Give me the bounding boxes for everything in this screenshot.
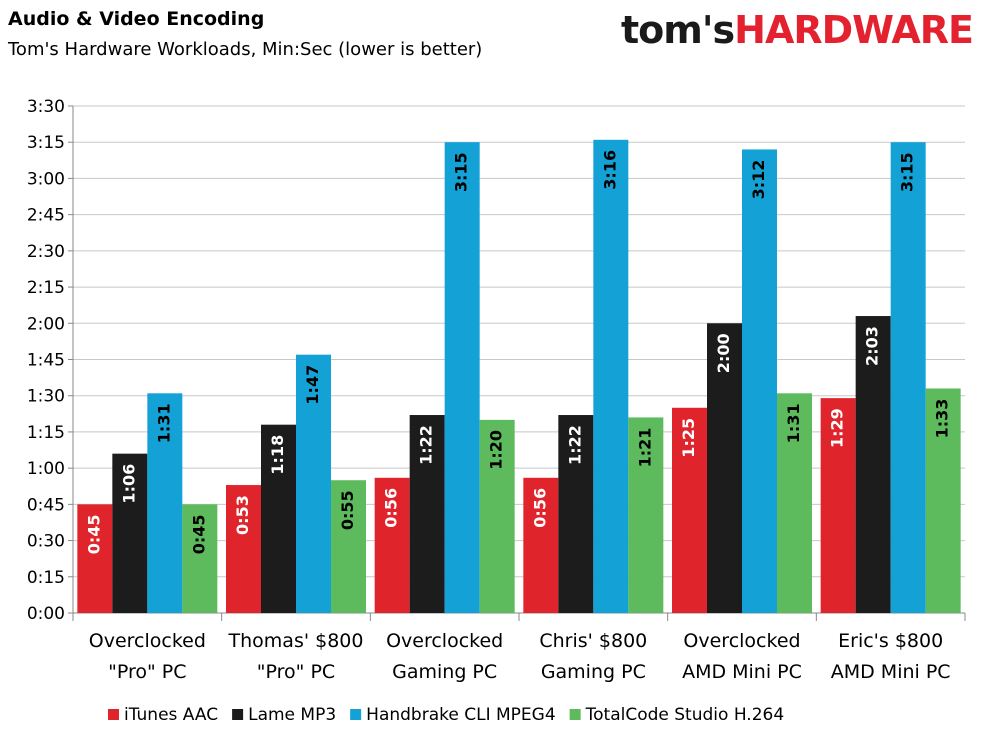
data-label: 2:03 <box>863 326 882 366</box>
x-tick-label: Gaming PC <box>392 661 497 683</box>
y-tick-label: 2:15 <box>27 278 65 298</box>
bar <box>77 504 113 613</box>
y-tick-label: 2:45 <box>27 206 65 226</box>
bar <box>147 393 183 613</box>
x-tick-label: Chris' $800 <box>539 630 647 652</box>
x-tick-label: AMD Mini PC <box>831 661 951 683</box>
y-tick-label: 3:15 <box>27 133 65 153</box>
legend-label: iTunes AAC <box>124 705 218 725</box>
legend-label: TotalCode Studio H.264 <box>585 705 785 725</box>
data-label: 1:31 <box>154 403 173 443</box>
y-tick-label: 1:30 <box>27 387 65 407</box>
y-tick-label: 0:45 <box>27 495 65 515</box>
y-tick-label: 2:00 <box>27 314 65 334</box>
data-label: 1:22 <box>565 425 584 465</box>
data-label: 3:15 <box>452 152 471 192</box>
bar <box>261 424 296 613</box>
data-label: 0:56 <box>530 488 549 528</box>
chart-title: Audio & Video Encoding <box>8 8 265 30</box>
bar <box>296 354 331 613</box>
x-tick-label: Overclocked <box>386 630 503 652</box>
y-tick-label: 1:15 <box>27 423 65 443</box>
bar <box>707 323 742 613</box>
data-label: 0:55 <box>338 490 357 530</box>
data-label: 3:15 <box>898 152 917 192</box>
data-label: 2:00 <box>714 333 733 373</box>
brand-logo-part1: tom's <box>621 8 735 52</box>
data-label: 1:33 <box>933 399 952 439</box>
x-tick-label: Eric's $800 <box>838 630 943 652</box>
y-tick-label: 3:30 <box>27 97 65 117</box>
data-label: 1:18 <box>268 435 287 475</box>
bar <box>890 142 926 613</box>
bar <box>742 149 777 613</box>
x-tick-label: Overclocked <box>89 630 206 652</box>
bar <box>112 453 148 613</box>
bar <box>182 504 218 613</box>
data-label: 1:25 <box>679 418 698 458</box>
y-tick-label: 2:30 <box>27 242 65 262</box>
data-label: 0:56 <box>382 488 401 528</box>
x-tick-label: Gaming PC <box>541 661 646 683</box>
x-tick-label: Thomas' $800 <box>228 630 364 652</box>
chart-subtitle: Tom's Hardware Workloads, Min:Sec (lower… <box>8 39 483 60</box>
data-label: 1:31 <box>784 403 803 443</box>
brand-logo: tom'sHARDWARE <box>621 8 974 52</box>
bar <box>409 415 445 613</box>
data-label: 1:20 <box>487 430 506 470</box>
y-tick-label: 0:15 <box>27 568 65 588</box>
bar <box>855 316 891 613</box>
bar <box>444 142 480 613</box>
legend-label: Lame MP3 <box>248 705 336 725</box>
data-label: 1:06 <box>119 464 138 504</box>
bar <box>226 485 261 613</box>
legend-swatch <box>108 709 119 720</box>
x-tick-label: "Pro" PC <box>257 661 335 683</box>
y-tick-label: 0:00 <box>27 604 65 624</box>
y-tick-label: 1:00 <box>27 459 65 479</box>
bar <box>593 139 629 614</box>
data-label: 0:45 <box>84 514 103 554</box>
bar <box>558 415 594 613</box>
legend-label: Handbrake CLI MPEG4 <box>366 705 555 725</box>
bar <box>331 480 366 613</box>
legend-swatch <box>350 709 362 720</box>
data-label: 3:16 <box>600 150 619 190</box>
bar <box>374 477 410 613</box>
brand-logo-part2: HARDWARE <box>734 8 974 52</box>
y-tick-label: 3:00 <box>27 169 65 189</box>
bar <box>820 398 856 613</box>
legend-swatch <box>569 709 581 720</box>
x-tick-label: "Pro" PC <box>108 661 186 683</box>
bar <box>479 419 515 613</box>
data-label: 0:45 <box>189 514 208 554</box>
bar <box>628 417 664 613</box>
x-tick-label: AMD Mini PC <box>682 661 802 683</box>
y-tick-label: 1:45 <box>27 351 65 371</box>
data-label: 1:22 <box>417 425 436 465</box>
bar <box>672 407 707 613</box>
data-label: 0:53 <box>233 495 252 535</box>
x-tick-label: Overclocked <box>683 630 800 652</box>
bar <box>777 393 812 613</box>
y-tick-label: 0:30 <box>27 532 65 552</box>
data-label: 1:21 <box>635 428 654 468</box>
data-label: 1:29 <box>828 408 847 448</box>
data-label: 1:47 <box>303 365 322 405</box>
bar <box>925 388 961 613</box>
data-label: 3:12 <box>749 160 768 200</box>
bar <box>523 477 559 613</box>
legend-swatch <box>232 709 244 720</box>
